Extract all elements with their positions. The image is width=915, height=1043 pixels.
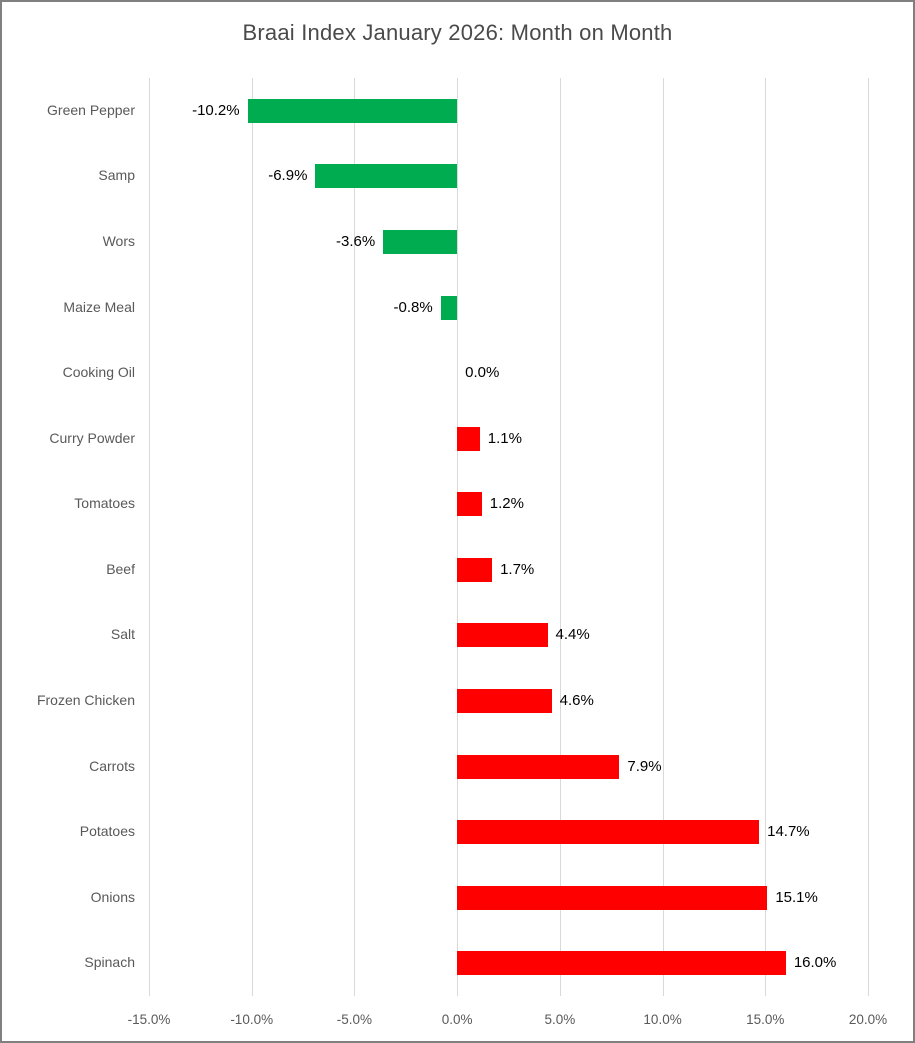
bar-green-pepper — [247, 98, 458, 123]
x-tick-label: -15.0% — [127, 1012, 171, 1027]
category-label-green-pepper: Green Pepper — [47, 101, 135, 118]
gridline — [457, 78, 459, 996]
x-tick-label: 5.0% — [544, 1012, 576, 1027]
x-tick-label: -10.0% — [230, 1012, 274, 1027]
category-label-onions: Onions — [90, 888, 135, 905]
gridline — [868, 78, 869, 996]
category-label-beef: Beef — [106, 560, 135, 577]
category-label-curry-powder: Curry Powder — [49, 429, 135, 446]
bar-samp — [315, 164, 458, 189]
category-label-tomatoes: Tomatoes — [74, 495, 135, 512]
x-tick-label: 0.0% — [441, 1012, 473, 1027]
bar-value-label: -3.6% — [336, 232, 376, 250]
bar-value-label: 4.6% — [559, 691, 594, 709]
x-tick-label: 20.0% — [848, 1012, 888, 1027]
bar-value-label: 1.7% — [500, 560, 535, 578]
bar-value-label: -0.8% — [393, 298, 433, 316]
chart-title: Braai Index January 2026: Month on Month — [242, 20, 673, 45]
x-tick-label: 15.0% — [746, 1012, 785, 1027]
bar-value-label: -10.2% — [192, 101, 240, 119]
x-tick-label: 10.0% — [643, 1012, 682, 1027]
bar-beef — [457, 557, 493, 582]
gridline — [765, 78, 767, 996]
bar-value-label: -6.9% — [268, 167, 308, 185]
x-tick-label: -5.0% — [336, 1012, 373, 1027]
category-label-maize-meal: Maize Meal — [63, 298, 135, 315]
category-label-spinach: Spinach — [84, 954, 135, 971]
category-label-wors: Wors — [102, 232, 135, 249]
bar-frozen-chicken — [457, 688, 552, 713]
bar-onions — [457, 885, 768, 910]
bar-value-label: 15.1% — [775, 888, 818, 906]
gridline — [149, 78, 150, 996]
bar-value-label: 4.4% — [555, 626, 590, 644]
bar-value-label: 14.7% — [767, 823, 810, 841]
bar-maize-meal — [440, 295, 458, 320]
bar-value-label: 7.9% — [627, 757, 662, 775]
bar-value-label: 1.1% — [487, 429, 522, 447]
category-label-frozen-chicken: Frozen Chicken — [36, 691, 135, 708]
category-label-potatoes: Potatoes — [79, 823, 135, 840]
bar-wors — [383, 229, 458, 254]
category-label-carrots: Carrots — [89, 757, 135, 774]
bar-value-label: 0.0% — [465, 364, 500, 382]
plot-area: -10.2% -6.9% -3.6% -0.8% 0.0% 1.1% 1.2% 1.7% 4.4… — [149, 78, 869, 996]
gridline — [662, 78, 664, 996]
gridline — [251, 78, 253, 996]
bar-curry-powder — [457, 426, 480, 451]
bar-potatoes — [457, 820, 760, 845]
gridline — [559, 78, 561, 996]
bar-tomatoes — [457, 492, 482, 517]
gridline — [354, 78, 356, 996]
category-label-samp: Samp — [98, 167, 135, 184]
bar-value-label: 16.0% — [793, 954, 837, 972]
bar-value-label: 1.2% — [489, 495, 524, 513]
bar-salt — [457, 623, 548, 648]
category-label-salt: Salt — [110, 626, 135, 643]
category-label-cooking-oil: Cooking Oil — [62, 364, 135, 381]
bar-spinach — [457, 951, 786, 976]
bar-carrots — [457, 754, 620, 779]
